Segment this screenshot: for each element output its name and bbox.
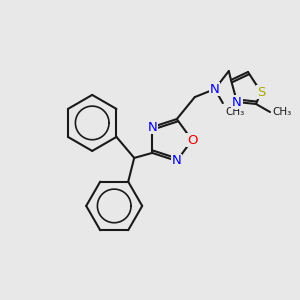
Text: N: N bbox=[172, 154, 182, 167]
Text: N: N bbox=[210, 82, 220, 96]
Text: CH₃: CH₃ bbox=[272, 107, 291, 117]
Text: CH₃: CH₃ bbox=[226, 107, 245, 117]
Text: S: S bbox=[257, 85, 265, 98]
Text: N: N bbox=[147, 121, 157, 134]
Text: N: N bbox=[232, 95, 242, 109]
Text: O: O bbox=[187, 134, 197, 146]
